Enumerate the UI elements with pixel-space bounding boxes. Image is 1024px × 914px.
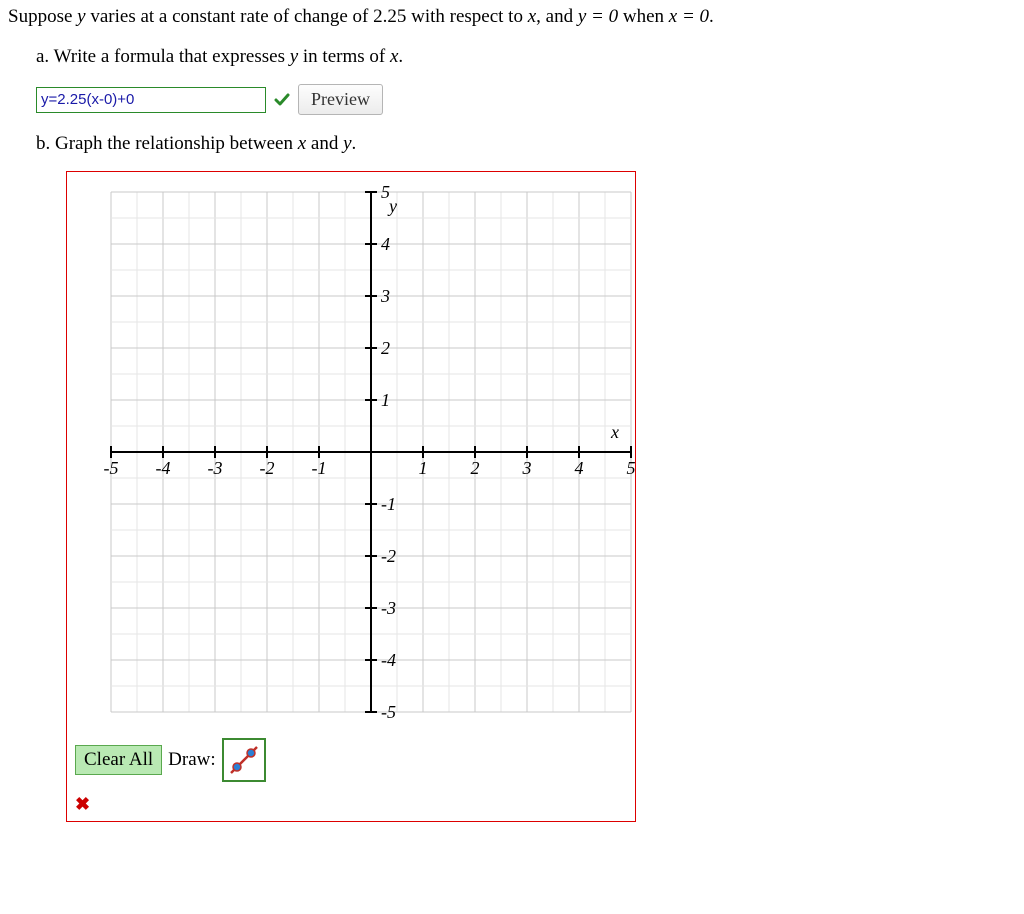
svg-text:-3: -3: [208, 458, 223, 478]
svg-text:-2: -2: [381, 546, 396, 566]
incorrect-icon: ✖: [67, 792, 635, 821]
part-a-label: a. Write a formula that expresses y in t…: [36, 46, 1016, 68]
svg-text:1: 1: [419, 458, 428, 478]
svg-text:-3: -3: [381, 598, 396, 618]
svg-text:-4: -4: [381, 650, 396, 670]
graph-container: -5-4-3-2-112345-5-4-3-2-112345xy Clear A…: [66, 171, 636, 822]
svg-text:2: 2: [381, 338, 390, 358]
svg-text:4: 4: [381, 234, 390, 254]
part-b-label: b. Graph the relationship between x and …: [36, 133, 1016, 155]
problem-statement: Suppose y varies at a constant rate of c…: [8, 6, 1016, 28]
svg-text:-1: -1: [381, 494, 396, 514]
svg-text:2: 2: [471, 458, 480, 478]
coordinate-graph[interactable]: -5-4-3-2-112345-5-4-3-2-112345xy: [67, 172, 635, 732]
line-tool-button[interactable]: [222, 738, 266, 782]
svg-text:3: 3: [522, 458, 532, 478]
svg-text:-4: -4: [156, 458, 171, 478]
svg-text:3: 3: [380, 286, 390, 306]
svg-text:y: y: [387, 196, 397, 216]
svg-text:-1: -1: [312, 458, 327, 478]
preview-button[interactable]: Preview: [298, 84, 383, 115]
svg-text:-2: -2: [260, 458, 275, 478]
svg-text:4: 4: [575, 458, 584, 478]
check-icon: [274, 92, 290, 108]
formula-input[interactable]: [36, 87, 266, 113]
line-tool-icon: [227, 743, 261, 777]
draw-label: Draw:: [168, 749, 215, 771]
svg-text:-5: -5: [381, 702, 396, 722]
clear-all-button[interactable]: Clear All: [75, 745, 162, 775]
svg-text:-5: -5: [104, 458, 119, 478]
svg-text:5: 5: [627, 458, 636, 478]
svg-text:1: 1: [381, 390, 390, 410]
svg-text:x: x: [610, 422, 619, 442]
